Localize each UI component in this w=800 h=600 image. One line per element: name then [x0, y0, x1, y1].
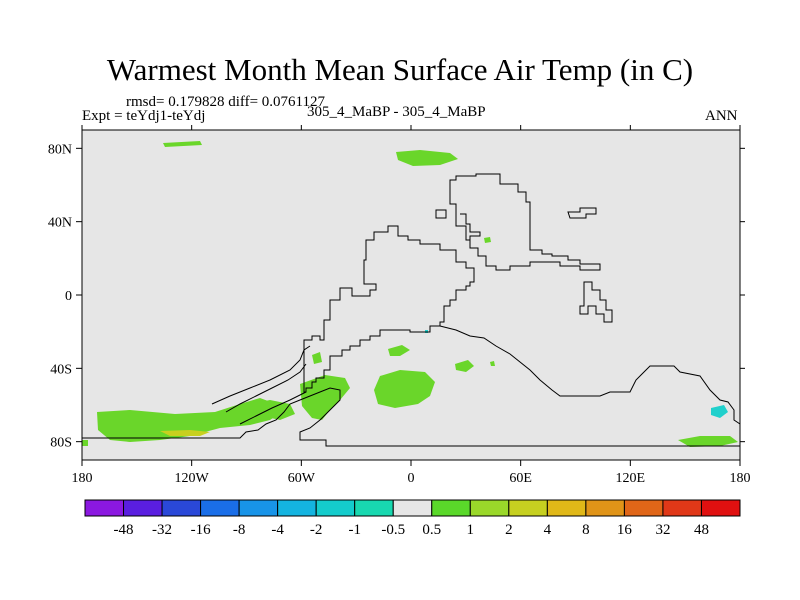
colorbar-swatch — [238, 499, 279, 517]
coast-pangea-south — [439, 325, 741, 426]
colorbar-swatch — [354, 499, 394, 517]
colorbar-swatch — [662, 499, 702, 517]
right-label: ANN — [705, 108, 738, 124]
anomaly-patch-west-edge — [82, 440, 88, 446]
anomaly-patch-dot-asia — [484, 237, 491, 243]
anomaly-patch-arctic-west — [163, 141, 202, 147]
colorbar-swatch — [123, 499, 163, 517]
colorbar-label: 0.5 — [422, 522, 441, 538]
anomaly-patch-dot-south — [490, 361, 495, 366]
anomaly-patch-south-america-tip — [312, 352, 322, 364]
colorbar-swatch — [469, 499, 510, 517]
colorbar-label: 1 — [467, 522, 475, 538]
coastlines — [82, 173, 741, 447]
coast-pangea-north — [449, 173, 601, 271]
colorbar-label: -8 — [233, 522, 246, 538]
colorbar-swatch — [392, 499, 433, 517]
colorbar-swatch — [508, 499, 548, 517]
x-tick-label: 60E — [509, 471, 532, 486]
colorbar-label: -4 — [271, 522, 284, 538]
colorbar-label: 4 — [544, 522, 552, 538]
colorbar-label: -2 — [310, 522, 323, 538]
colorbar: -48 -32 -16 -8 -4 -2 -1 -0.5 0.5 1 2 4 8 16 32 48 — [84, 499, 741, 538]
anomaly-layer — [82, 141, 738, 447]
anomaly-patch-east-antarctica — [678, 436, 738, 447]
colorbar-label: 2 — [505, 522, 513, 538]
colorbar-label: 8 — [582, 522, 590, 538]
colorbar-label: -32 — [152, 522, 172, 538]
map-background — [82, 130, 740, 460]
coast-east-antarctica — [82, 387, 740, 447]
chart-title: Warmest Month Mean Surface Air Temp (in … — [106, 52, 694, 87]
coast-interior-lake — [460, 213, 481, 240]
y-tick-label: 0 — [65, 289, 72, 304]
colorbar-swatch — [277, 499, 317, 517]
colorbar-label: -16 — [191, 522, 211, 538]
colorbar-swatch — [546, 499, 587, 517]
colorbar-swatch — [315, 499, 356, 517]
y-tick-label: 80N — [48, 142, 72, 157]
anomaly-patch-scotia — [388, 345, 410, 356]
colorbar-swatch — [84, 499, 125, 517]
warm-anomaly-patch — [160, 430, 210, 436]
colorbar-label: -0.5 — [381, 522, 405, 538]
x-tick-label: 120W — [175, 471, 210, 486]
coast-pangea-main — [303, 225, 475, 393]
anomaly-patch-south-atlantic — [374, 370, 435, 408]
axes: 180 120W 60W 0 60E 120E 180 80N 40N 0 40S 80S — [48, 125, 751, 486]
anomaly-patch-antarctic-west — [97, 398, 282, 442]
anomaly-patch-arctic-central — [396, 150, 458, 166]
x-tick-label: 120E — [616, 471, 646, 486]
y-tick-label: 40N — [48, 216, 72, 231]
colorbar-swatch — [585, 499, 625, 517]
anomaly-patch-south-africa — [455, 360, 474, 372]
experiment-label: Expt = teYdj1-teYdj — [82, 108, 206, 124]
colorbar-label: -48 — [114, 522, 134, 538]
colorbar-swatch — [200, 499, 240, 517]
colorbar-swatch — [623, 499, 664, 517]
colorbar-label: 16 — [617, 522, 633, 538]
x-tick-label: 0 — [408, 471, 415, 486]
colorbar-swatch — [431, 499, 471, 517]
stats-line: rmsd= 0.179828 diff= 0.0761127 — [126, 94, 325, 110]
coast-island-west — [579, 281, 613, 323]
cool-anomaly-patch — [711, 405, 728, 418]
x-tick-label: 180 — [72, 471, 93, 486]
x-tick-label: 60W — [288, 471, 316, 486]
colorbar-swatch — [161, 499, 202, 517]
coast-asia-east — [567, 207, 597, 219]
coast-west-antarctica — [211, 345, 311, 405]
colorbar-label: -1 — [348, 522, 361, 538]
center-label: 305_4_MaBP - 305_4_MaBP — [307, 104, 486, 120]
colorbar-swatch — [700, 499, 741, 517]
x-tick-label: 180 — [730, 471, 751, 486]
colorbar-label: 32 — [655, 522, 670, 538]
coast-arc-inner — [225, 363, 307, 413]
colorbar-label: 48 — [694, 522, 709, 538]
anomaly-patch-drake — [250, 400, 295, 420]
y-tick-label: 80S — [50, 436, 72, 451]
coast-arc-lower — [239, 391, 307, 425]
coast-asia-small — [435, 209, 447, 219]
y-tick-label: 40S — [50, 362, 72, 377]
